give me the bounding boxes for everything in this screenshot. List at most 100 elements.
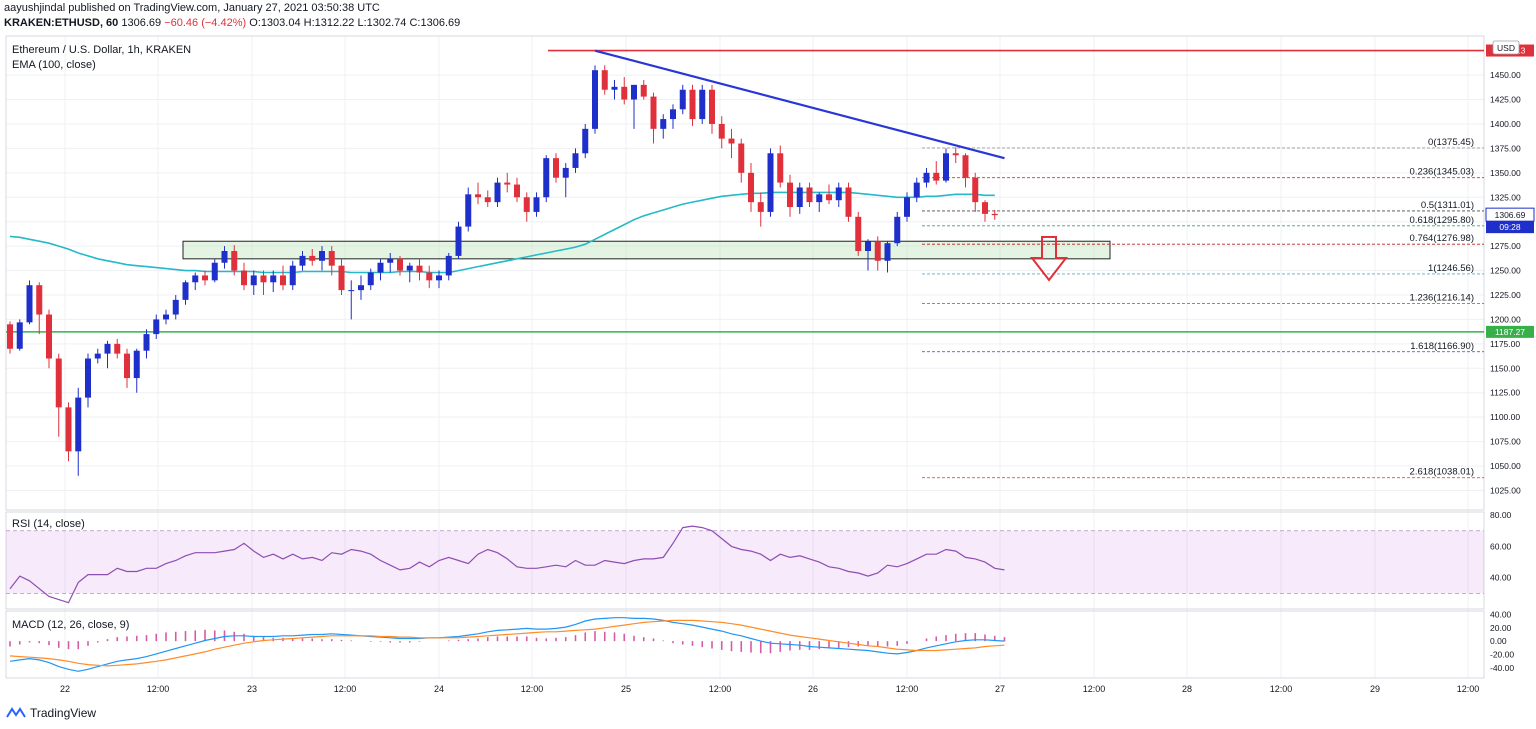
candle-body — [416, 265, 423, 273]
price-change: −60.46 (−4.42%) — [164, 17, 247, 29]
candle-body — [533, 197, 540, 212]
trendline — [594, 49, 1005, 160]
candle-body — [465, 194, 472, 227]
x-tick-label: 12:00 — [147, 684, 170, 694]
macd-pane — [9, 617, 1006, 672]
tradingview-logo-icon — [6, 707, 26, 718]
candle-body — [865, 241, 871, 252]
candle-body — [250, 275, 257, 286]
signal-line — [9, 619, 1005, 667]
grid — [6, 36, 1484, 678]
rsi-tick-label: 60.00 — [1490, 541, 1512, 551]
fib-level-label: 1(1246.56) — [1428, 263, 1474, 274]
candle-body — [338, 265, 345, 291]
candle-body — [182, 282, 189, 300]
price-tick-label: 1050.00 — [1490, 461, 1521, 471]
price-tick-label: 1025.00 — [1490, 485, 1521, 495]
x-tick-label: 12:00 — [334, 684, 357, 694]
candle-body — [299, 255, 306, 266]
candle-body — [7, 324, 13, 349]
candle-body — [904, 197, 910, 217]
candle-body — [16, 322, 23, 349]
price-tick-label: 1400.00 — [1490, 119, 1521, 129]
ohlc-close: C:1306.69 — [409, 17, 461, 29]
candle-body — [75, 397, 82, 452]
candle-body — [358, 285, 364, 291]
candle-body — [718, 123, 725, 139]
price-badge: 1306.69 — [1495, 210, 1526, 220]
candle-body — [962, 155, 969, 178]
candle-body — [601, 70, 608, 90]
candle-body — [943, 153, 949, 181]
macd-pane-title: MACD (12, 26, close, 9) — [12, 619, 130, 631]
ohlc-low: L:1302.74 — [357, 17, 407, 29]
fib-level-label: 1.236(1216.14) — [1410, 293, 1474, 304]
price-tick-label: 1425.00 — [1490, 95, 1521, 105]
candle-body — [377, 262, 384, 273]
candle-body — [221, 251, 228, 263]
candle-body — [280, 275, 286, 286]
candle-body — [767, 153, 774, 212]
candle-body — [621, 86, 628, 100]
candle-body — [855, 216, 862, 252]
price-tick-label: 1075.00 — [1490, 437, 1521, 447]
candle-body — [748, 172, 754, 203]
ohlc-open: O:1303.04 — [249, 17, 301, 29]
candle-body — [319, 251, 325, 261]
candle-body — [592, 70, 598, 129]
price-tick-label: 1325.00 — [1490, 192, 1521, 202]
candle-body — [884, 243, 891, 261]
candle-body — [709, 89, 715, 124]
candle-body — [270, 275, 277, 283]
candle-body — [826, 194, 832, 201]
fib-level-label: 0.618(1295.80) — [1410, 215, 1474, 226]
price-tick-label: 1450.00 — [1490, 70, 1521, 80]
macd-tick-label: 40.00 — [1490, 609, 1512, 619]
candle-body — [982, 202, 988, 214]
currency-badge: USD — [1497, 43, 1515, 53]
tradingview-footer[interactable]: TradingView — [6, 706, 96, 720]
candle-body — [777, 153, 784, 183]
x-tick-label: 12:00 — [1270, 684, 1293, 694]
main-pane-title: Ethereum / U.S. Dollar, 1h, KRAKEN — [12, 44, 192, 56]
axes: 22 12:00 23 12:00 24 12:00 25 12:00 26 12:00 27 12:… — [60, 44, 1535, 694]
candle-body — [553, 158, 559, 178]
symbol: KRAKEN:ETHUSD, 60 — [4, 17, 119, 29]
fib-level-label: 0.236(1345.03) — [1410, 167, 1474, 178]
candle-body — [94, 353, 101, 359]
candle-body — [952, 153, 959, 156]
candle-body — [913, 182, 920, 198]
price-tick-label: 1125.00 — [1490, 388, 1520, 398]
price-tick-label: 1275.00 — [1490, 241, 1521, 251]
support-badge: 1187.27 — [1495, 327, 1525, 337]
candle-body — [114, 343, 121, 354]
candle-body — [494, 182, 501, 203]
x-tick-label: 28 — [1182, 684, 1192, 694]
candle-body — [650, 96, 657, 129]
candle-body — [611, 86, 618, 90]
x-tick-label: 25 — [621, 684, 631, 694]
footer-brand: TradingView — [30, 706, 97, 720]
candle-body — [679, 89, 686, 110]
x-tick-label: 22 — [60, 684, 70, 694]
candle-body — [231, 251, 238, 271]
candle-body — [153, 319, 160, 335]
x-tick-label: 12:00 — [1457, 684, 1480, 694]
candle-body — [436, 275, 442, 281]
fib-level-label: 0.5(1311.01) — [1421, 200, 1474, 211]
candle-body — [367, 272, 374, 286]
last-price: 1306.69 — [121, 17, 162, 29]
candle-body — [289, 265, 296, 286]
candle-body — [397, 258, 403, 271]
candle-body — [806, 187, 813, 203]
fib-level-label: 2.618(1038.01) — [1410, 467, 1474, 478]
fib-level-label: 0.764(1276.98) — [1410, 233, 1474, 244]
candle-body — [991, 213, 998, 216]
macd-line — [9, 617, 1005, 672]
x-tick-label: 26 — [808, 684, 818, 694]
candle-body — [660, 119, 667, 129]
candle-body — [426, 272, 433, 281]
candle-body — [124, 353, 130, 379]
candle-body — [562, 167, 569, 178]
